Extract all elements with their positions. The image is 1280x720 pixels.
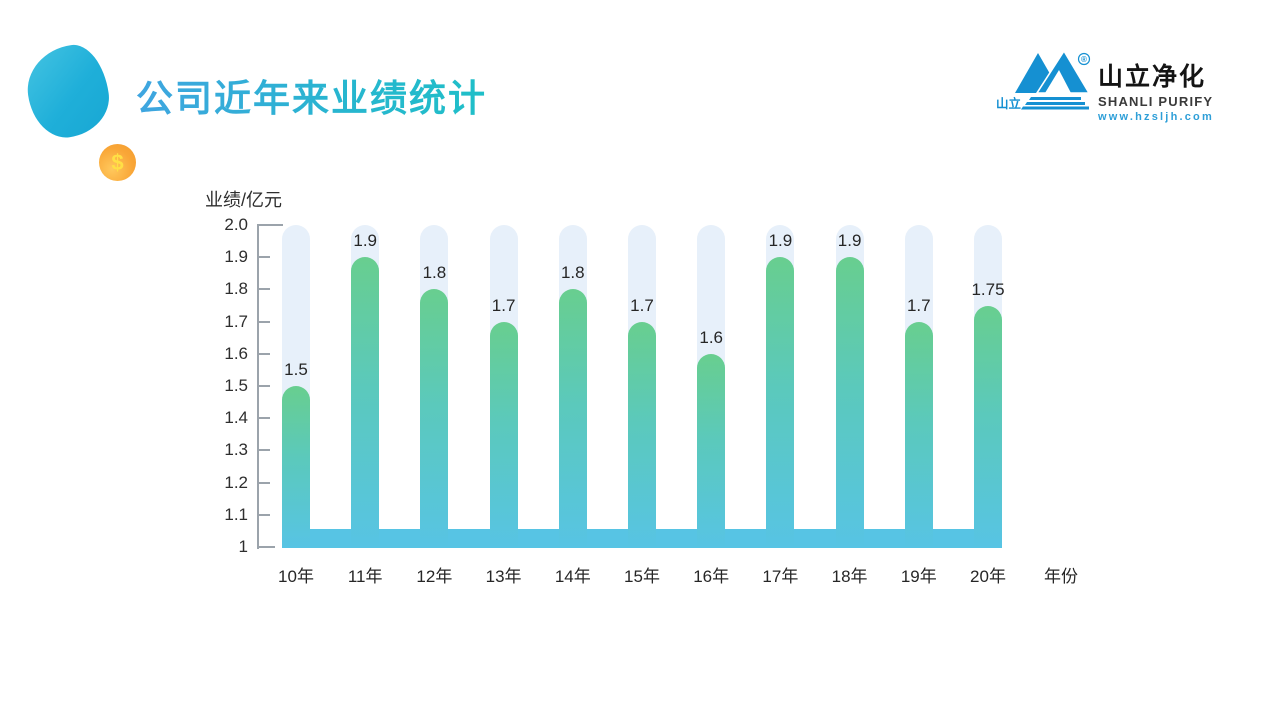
x-tick-label-13年: 13年 xyxy=(485,567,522,586)
bar-15年 xyxy=(628,321,656,548)
y-tick-mark xyxy=(259,546,275,548)
registered-mark: ® xyxy=(1081,55,1087,64)
dollar-symbol: $ xyxy=(111,149,124,175)
page-title: 公司近年来业绩统计 xyxy=(136,68,487,122)
y-tick-mark xyxy=(259,417,270,420)
y-tick-mark xyxy=(259,449,270,452)
bar-value-label: 1.6 xyxy=(699,327,723,347)
bar-value-label: 1.9 xyxy=(353,231,377,251)
y-tick-mark xyxy=(259,256,270,259)
y-tick-label: 1.1 xyxy=(224,504,248,524)
y-tick-label: 1 xyxy=(238,537,248,556)
bar-17年 xyxy=(766,257,795,548)
y-tick-label: 1.6 xyxy=(224,343,248,363)
bar-value-label: 1.9 xyxy=(837,231,862,251)
y-tick-mark xyxy=(259,224,283,226)
bar-value-label: 1.9 xyxy=(768,231,793,251)
logo-name-cn: 山立净化 xyxy=(1098,63,1207,91)
y-tick-mark xyxy=(259,513,270,516)
x-tick-label-14年: 14年 xyxy=(554,567,591,586)
y-tick-label: 1.7 xyxy=(224,311,248,331)
mountain-logo-icon: ® 山立 xyxy=(996,49,1091,111)
y-tick-label: 1.3 xyxy=(224,440,248,460)
x-tick-label-10年: 10年 xyxy=(278,567,314,586)
x-tick-label-12年: 12年 xyxy=(416,567,453,586)
bar-12年 xyxy=(420,289,449,548)
logo-text-block: 山立净化 SHANLI PURIFY www.hzsljh.com xyxy=(1098,57,1218,123)
y-tick-label: 1.4 xyxy=(224,408,248,428)
bar-13年 xyxy=(489,321,518,548)
bar-16年 xyxy=(697,353,726,548)
y-tick-label: 2.0 xyxy=(224,215,248,234)
y-tick-label: 1.8 xyxy=(224,279,248,299)
bar-19年 xyxy=(904,321,933,548)
y-tick-mark xyxy=(259,288,270,291)
bar-value-label: 1.8 xyxy=(560,263,585,283)
bar-11年 xyxy=(351,257,380,548)
bar-value-label: 1.5 xyxy=(284,360,308,379)
y-tick-mark xyxy=(259,481,270,484)
x-tick-label-19年: 19年 xyxy=(900,567,937,586)
bar-20年 xyxy=(974,305,1002,548)
x-tick-label-16年: 16年 xyxy=(693,567,730,586)
bar-value-label: 1.7 xyxy=(906,295,931,315)
bar-value-label: 1.7 xyxy=(630,295,654,315)
company-logo: ® 山立 山立净化 SHANLI PURIFY www.hzsljh.com xyxy=(988,42,1218,123)
bar-10年 xyxy=(282,386,310,548)
x-tick-label-15年: 15年 xyxy=(624,567,660,586)
bar-14年 xyxy=(558,289,587,548)
logo-mark-label: 山立 xyxy=(996,96,1022,111)
x-tick-label-11年: 11年 xyxy=(347,567,383,586)
bar-value-label: 1.8 xyxy=(422,263,447,283)
x-tick-label-18年: 18年 xyxy=(831,567,868,586)
bar-18年 xyxy=(835,257,864,548)
x-axis-unit-label: 年份 xyxy=(1044,567,1078,586)
bar-value-label: 1.75 xyxy=(971,279,1005,299)
y-tick-label: 1.5 xyxy=(224,376,248,395)
y-axis-title: 业绩/亿元 xyxy=(205,190,283,210)
y-tick-label: 1.9 xyxy=(224,247,248,267)
x-tick-label-17年: 17年 xyxy=(762,567,799,586)
logo-url: www.hzsljh.com xyxy=(1098,111,1214,123)
logo-name-en: SHANLI PURIFY xyxy=(1098,94,1214,109)
y-tick-label: 1.2 xyxy=(224,472,248,492)
bar-value-label: 1.7 xyxy=(491,295,516,315)
y-tick-mark xyxy=(259,385,270,387)
y-tick-mark xyxy=(259,352,270,355)
x-tick-label-20年: 20年 xyxy=(970,567,1006,586)
dollar-coin-icon: $ xyxy=(99,144,136,181)
y-axis-line xyxy=(257,224,259,549)
y-tick-mark xyxy=(259,320,270,323)
